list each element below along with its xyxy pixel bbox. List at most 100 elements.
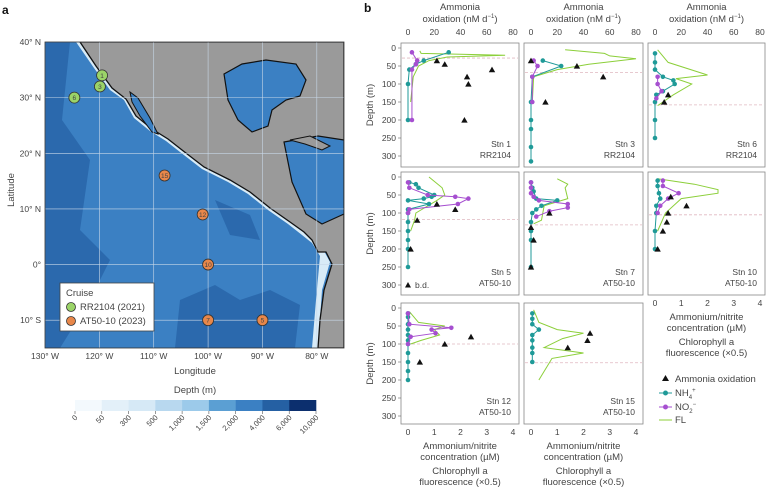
ammonia-oxidation-point bbox=[407, 246, 414, 252]
nh4-point bbox=[657, 196, 663, 201]
colorbar-segment bbox=[262, 400, 290, 411]
no2-point bbox=[565, 201, 571, 207]
x-tick-label: 90° W bbox=[251, 351, 274, 361]
nh4-line bbox=[407, 51, 449, 120]
nh4-point bbox=[530, 350, 535, 356]
no2-line bbox=[531, 60, 539, 102]
bottom-axis-label: fluorescence (×0.5) bbox=[666, 348, 748, 359]
ammonia-oxidation-point bbox=[663, 219, 671, 225]
cruise-name: RR2104 bbox=[480, 150, 511, 160]
ammonia-oxidation-point bbox=[667, 193, 674, 200]
map-panel: 1 3 6 15 12 10 7 5 130° W 120° W 110° W 100° W 90° … bbox=[6, 37, 345, 436]
y-tick-label: 50 bbox=[387, 190, 397, 200]
cruise-name: RR2104 bbox=[726, 150, 757, 160]
y-tick-label: 200 bbox=[382, 375, 396, 385]
bottom-tick-label: 2 bbox=[705, 298, 710, 308]
colorbar-tick-label: 2,000 bbox=[220, 413, 240, 433]
no2-point bbox=[449, 325, 454, 331]
nh4-line bbox=[530, 60, 563, 162]
station-circle bbox=[202, 314, 214, 327]
bottom-axis-label: concentration (µM) bbox=[667, 323, 746, 334]
ammonia-oxidation-point bbox=[463, 73, 471, 80]
no2-point bbox=[433, 330, 438, 336]
legend-no2: NO2− bbox=[675, 402, 697, 415]
x-tick-label: 100° W bbox=[194, 351, 222, 361]
no2-point bbox=[466, 196, 471, 201]
bottom-tick-label: 3 bbox=[731, 298, 736, 308]
panel-frame bbox=[523, 302, 644, 425]
ammonia-oxidation-point bbox=[654, 246, 661, 252]
y-tick-label: 200 bbox=[382, 115, 396, 125]
y-tick-label: 10° N bbox=[20, 204, 41, 214]
y-tick-label: 100 bbox=[382, 79, 396, 89]
ammonia-oxidation-point bbox=[467, 333, 475, 340]
bottom-tick-label: 1 bbox=[432, 427, 437, 437]
station-id: 5 bbox=[261, 318, 265, 325]
colorbar-tick-label: 300 bbox=[118, 413, 133, 428]
no2-point bbox=[405, 180, 411, 185]
colorbar-tick-label: 1,500 bbox=[194, 413, 214, 433]
top-tick-label: 40 bbox=[456, 27, 466, 37]
depth-colorbar: 0 50 300 500 1,000 1,500 2,000 4,000 6,000 10,000 bbox=[70, 400, 320, 436]
station-marker-5: 5 bbox=[256, 314, 269, 327]
no2-point bbox=[657, 203, 663, 209]
map-legend: Cruise RR2104 (2021) AT50-10 (2023) bbox=[59, 282, 155, 332]
nh4-point bbox=[416, 185, 421, 191]
colorbar-tick-label: 4,000 bbox=[247, 413, 267, 433]
no2-point bbox=[565, 205, 571, 210]
y-tick-label: 300 bbox=[382, 280, 396, 290]
no2-point bbox=[409, 50, 415, 55]
nh4-point bbox=[655, 183, 660, 189]
no2-point bbox=[655, 74, 660, 80]
nh4-point bbox=[652, 51, 658, 56]
ammonia-oxidation-point bbox=[683, 202, 690, 209]
colorbar-tick-label: 6,000 bbox=[274, 413, 294, 433]
ammonia-oxidation-point bbox=[586, 330, 594, 336]
ammonia-oxidation-point bbox=[465, 81, 472, 87]
ammonia-oxidation-point bbox=[452, 206, 459, 212]
nh4-point bbox=[426, 201, 432, 207]
legend-label-at5010: AT50-10 (2023) bbox=[80, 316, 146, 327]
nh4-point bbox=[654, 92, 659, 98]
ammonia-oxidation-point bbox=[441, 61, 448, 67]
no2-point bbox=[660, 178, 666, 183]
colorbar-segment bbox=[75, 400, 103, 411]
top-axis-label: Ammonia bbox=[563, 2, 604, 13]
station-marker-15: 15 bbox=[158, 169, 171, 182]
top-axis-label-units: oxidation (nM d−1) bbox=[423, 14, 498, 25]
ammonia-oxidation-point bbox=[664, 210, 672, 216]
legend-marker-rr2104 bbox=[66, 302, 76, 312]
top-tick-label: 60 bbox=[605, 27, 615, 37]
station-name: Stn 3 bbox=[615, 139, 635, 149]
y-axis-label: Depth (m) bbox=[365, 84, 376, 126]
nh4-point bbox=[528, 159, 534, 164]
ammonia-oxidation-point bbox=[488, 66, 496, 73]
no2-point bbox=[536, 198, 542, 203]
bottom-axis-label: concentration (µM) bbox=[420, 452, 499, 463]
gulf-of-california bbox=[129, 90, 159, 135]
top-tick-label: 20 bbox=[553, 27, 563, 37]
station-markers: 1 3 6 15 12 10 7 5 bbox=[68, 69, 269, 327]
ammonia-oxidation-point bbox=[564, 344, 571, 351]
y-tick-label: 150 bbox=[382, 97, 396, 107]
y-tick-label: 100 bbox=[382, 339, 396, 349]
y-tick-label: 200 bbox=[382, 244, 396, 254]
bottom-tick-label: 4 bbox=[511, 427, 516, 437]
panel-frame bbox=[400, 42, 520, 168]
panel-label-b: b bbox=[364, 1, 371, 15]
bd-marker-icon bbox=[405, 282, 411, 288]
colorbar-segment bbox=[128, 400, 156, 411]
top-tick-label: 80 bbox=[631, 27, 641, 37]
nh4-point bbox=[652, 67, 658, 72]
nh4-point bbox=[528, 117, 534, 123]
station-id: 3 bbox=[98, 84, 102, 91]
station-id: 10 bbox=[204, 262, 212, 269]
top-axis-label-units: oxidation (nM d−1) bbox=[669, 14, 744, 25]
bottom-tick-label: 0 bbox=[653, 298, 658, 308]
nh4-point bbox=[530, 311, 535, 316]
station-name: Stn 7 bbox=[615, 267, 635, 277]
colorbar-title: Depth (m) bbox=[174, 385, 216, 396]
no2-point bbox=[530, 99, 535, 105]
